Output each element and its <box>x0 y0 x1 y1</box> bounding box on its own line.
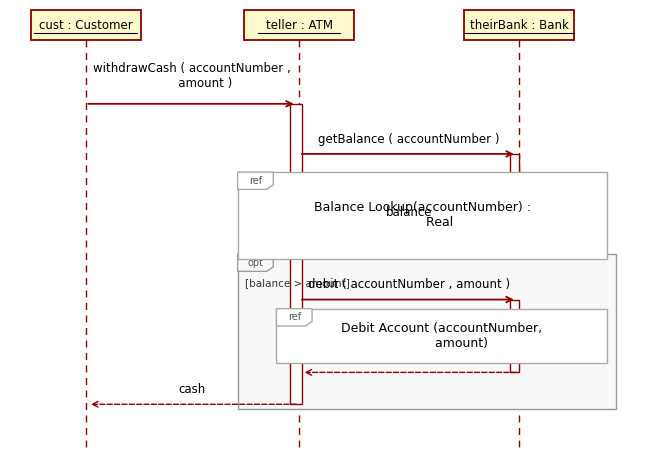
Bar <box>510 300 519 372</box>
Bar <box>244 11 354 40</box>
Bar <box>290 104 302 404</box>
Bar <box>238 172 606 259</box>
Text: cash: cash <box>179 383 206 396</box>
Bar <box>238 254 616 409</box>
Text: getBalance ( accountNumber ): getBalance ( accountNumber ) <box>318 133 500 146</box>
Bar <box>510 154 519 227</box>
Polygon shape <box>238 254 273 271</box>
Text: withdrawCash ( accountNumber ,
       amount ): withdrawCash ( accountNumber , amount ) <box>94 62 291 90</box>
Text: balance: balance <box>386 206 432 218</box>
Text: cust : Customer: cust : Customer <box>38 19 133 32</box>
Text: Balance Lookup(accountNumber) :
         Real: Balance Lookup(accountNumber) : Real <box>313 202 530 229</box>
Bar <box>464 11 574 40</box>
Text: ref: ref <box>288 312 301 322</box>
Text: [balance > amount]: [balance > amount] <box>246 278 350 288</box>
Text: opt: opt <box>248 258 263 267</box>
Bar <box>276 309 606 363</box>
Text: Debit Account (accountNumber,
          amount): Debit Account (accountNumber, amount) <box>341 322 542 350</box>
Polygon shape <box>276 309 312 326</box>
Text: teller : ATM: teller : ATM <box>266 19 333 32</box>
Bar <box>31 11 140 40</box>
Text: theirBank : Bank: theirBank : Bank <box>470 19 569 32</box>
Polygon shape <box>238 172 273 190</box>
Text: ref: ref <box>249 176 262 186</box>
Text: debit ( accountNumber , amount ): debit ( accountNumber , amount ) <box>308 278 510 291</box>
